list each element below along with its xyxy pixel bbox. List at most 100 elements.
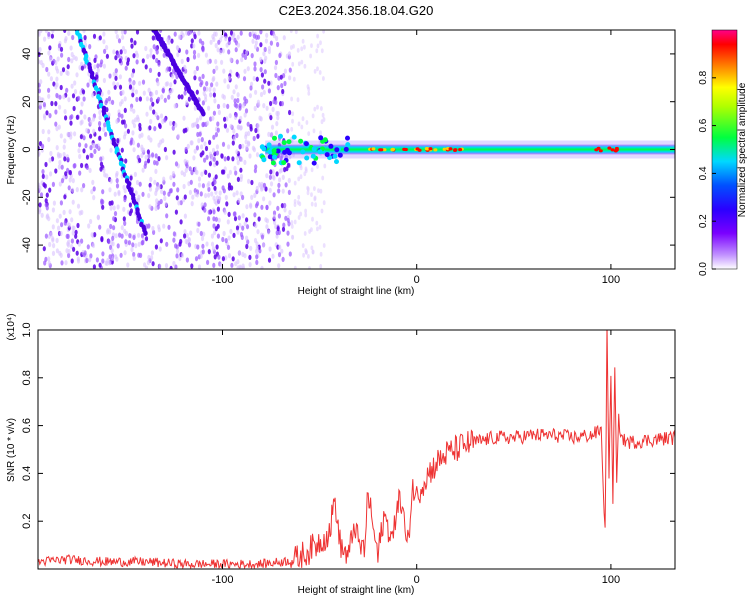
noise-speckle bbox=[45, 110, 49, 116]
noise-speckle bbox=[270, 131, 274, 138]
noise-speckle bbox=[121, 89, 125, 96]
noise-speckle bbox=[205, 241, 209, 247]
noise-speckle bbox=[43, 36, 47, 42]
noise-speckle bbox=[83, 35, 87, 41]
noise-speckle bbox=[320, 119, 324, 125]
signal-blob bbox=[345, 142, 351, 148]
noise-speckle bbox=[204, 52, 208, 58]
noise-speckle bbox=[98, 115, 102, 121]
noise-speckle bbox=[107, 89, 111, 95]
noise-speckle bbox=[152, 109, 156, 115]
noise-speckle bbox=[78, 210, 82, 216]
noise-speckle bbox=[191, 194, 195, 200]
noise-speckle bbox=[67, 97, 71, 103]
noise-speckle bbox=[268, 200, 272, 206]
noise-speckle bbox=[132, 80, 136, 86]
noise-speckle bbox=[231, 156, 235, 162]
noise-speckle bbox=[56, 56, 60, 62]
noise-speckle bbox=[275, 35, 279, 42]
noise-speckle bbox=[225, 201, 229, 207]
noise-speckle bbox=[290, 220, 294, 225]
noise-speckle bbox=[233, 165, 237, 171]
noise-speckle bbox=[134, 190, 138, 196]
noise-speckle bbox=[309, 53, 312, 59]
noise-speckle bbox=[216, 47, 220, 53]
noise-speckle bbox=[227, 144, 231, 150]
noise-speckle bbox=[204, 145, 209, 152]
noise-speckle bbox=[70, 238, 74, 244]
noise-speckle bbox=[250, 179, 254, 186]
noise-speckle bbox=[72, 246, 76, 252]
noise-speckle bbox=[101, 189, 105, 195]
noise-speckle bbox=[158, 263, 162, 269]
noise-speckle bbox=[170, 38, 174, 44]
noise-speckle bbox=[311, 249, 315, 255]
noise-speckle bbox=[199, 191, 203, 197]
noise-speckle bbox=[226, 103, 230, 109]
noise-speckle bbox=[259, 56, 263, 63]
noise-speckle bbox=[80, 238, 84, 244]
noise-speckle bbox=[59, 200, 64, 206]
noise-speckle bbox=[117, 112, 121, 118]
noise-speckle bbox=[126, 60, 130, 66]
noise-speckle bbox=[264, 38, 268, 44]
noise-speckle bbox=[59, 84, 63, 91]
noise-speckle bbox=[70, 83, 74, 89]
noise-speckle bbox=[265, 173, 269, 179]
noise-speckle bbox=[226, 219, 230, 225]
noise-speckle bbox=[236, 97, 240, 104]
noise-speckle bbox=[148, 125, 152, 131]
noise-speckle bbox=[112, 216, 116, 222]
noise-speckle bbox=[236, 42, 241, 48]
noise-speckle bbox=[103, 172, 107, 178]
noise-speckle bbox=[213, 162, 217, 168]
signal-blob bbox=[261, 157, 267, 163]
noise-speckle bbox=[147, 193, 151, 199]
noise-speckle bbox=[84, 143, 88, 149]
noise-speckle bbox=[293, 219, 297, 225]
streak-mark bbox=[143, 230, 148, 236]
noise-speckle bbox=[103, 122, 107, 128]
noise-speckle bbox=[184, 146, 188, 153]
noise-speckle bbox=[321, 175, 325, 181]
colorbar-label: Normalized spectral amplitude bbox=[737, 82, 748, 217]
noise-speckle bbox=[149, 97, 153, 103]
noise-speckle bbox=[304, 212, 308, 218]
noise-speckle bbox=[130, 246, 134, 253]
noise-speckle bbox=[112, 71, 116, 77]
noise-speckle bbox=[233, 211, 237, 217]
ytick-label: 1.0 bbox=[21, 322, 33, 337]
noise-speckle bbox=[192, 122, 196, 128]
noise-speckle bbox=[113, 211, 118, 217]
noise-speckle bbox=[287, 221, 291, 227]
noise-speckle bbox=[209, 39, 213, 45]
noise-speckle bbox=[134, 117, 138, 123]
noise-speckle bbox=[176, 52, 180, 58]
noise-speckle bbox=[222, 68, 226, 74]
noise-speckle bbox=[189, 30, 193, 34]
noise-speckle bbox=[213, 98, 217, 104]
noise-speckle bbox=[81, 89, 86, 95]
noise-speckle bbox=[268, 174, 272, 180]
noise-speckle bbox=[271, 106, 275, 112]
signal-peak bbox=[390, 148, 395, 152]
noise-speckle bbox=[169, 188, 173, 194]
noise-speckle bbox=[80, 162, 84, 169]
signal-blob bbox=[328, 143, 334, 149]
noise-speckle bbox=[135, 53, 140, 59]
noise-speckle bbox=[243, 54, 248, 61]
noise-speckle bbox=[144, 64, 148, 70]
noise-speckle bbox=[297, 176, 301, 182]
noise-speckle bbox=[215, 160, 219, 166]
noise-speckle bbox=[148, 186, 153, 192]
noise-speckle bbox=[71, 34, 75, 41]
noise-speckle bbox=[45, 192, 49, 198]
noise-speckle bbox=[279, 74, 283, 80]
noise-speckle bbox=[201, 183, 205, 189]
noise-speckle bbox=[116, 82, 120, 88]
noise-speckle bbox=[208, 151, 213, 157]
snr-axes: -100 0 100 0.2 0.4 0.6 0.8 1.0 bbox=[21, 322, 675, 586]
noise-speckle bbox=[126, 262, 130, 268]
noise-speckle bbox=[55, 237, 59, 244]
noise-speckle bbox=[69, 45, 73, 51]
